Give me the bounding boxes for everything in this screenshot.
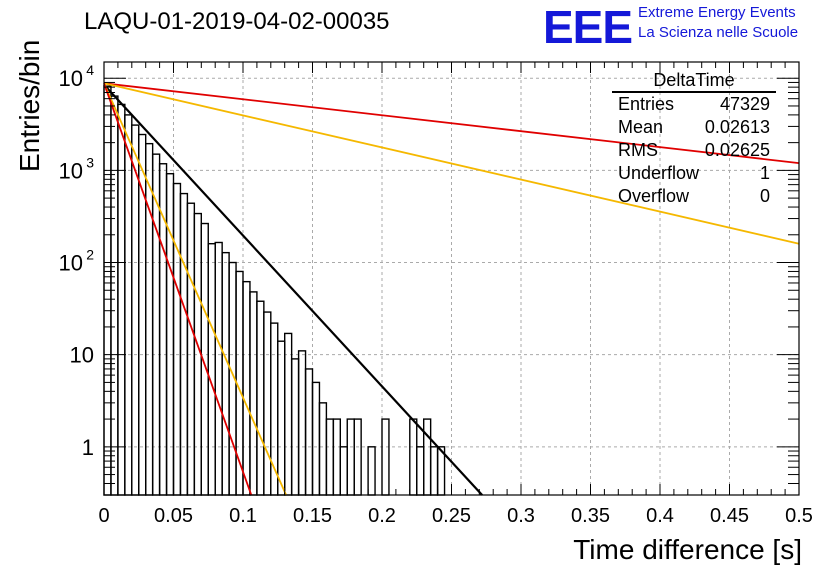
histogram-bin xyxy=(186,202,196,496)
fit-curves xyxy=(103,82,800,496)
histogram-bin xyxy=(367,446,376,496)
x-tick-label: 0.1 xyxy=(229,505,257,527)
x-tick-label: 0.45 xyxy=(710,505,749,527)
stats-label: Mean xyxy=(618,117,664,137)
stats-label: Overflow xyxy=(618,186,690,206)
stats-label: Entries xyxy=(618,94,675,114)
stats-box: DeltaTime Entries 47329 Mean 0.02613 RMS 0.… xyxy=(612,70,776,208)
histogram-bin xyxy=(297,350,307,496)
histogram-bin xyxy=(423,418,432,496)
stats-value: 1 xyxy=(759,163,770,183)
histogram-bin xyxy=(346,418,355,496)
histogram-bin xyxy=(179,192,189,496)
histogram-bin xyxy=(381,418,390,496)
stats-value: 0 xyxy=(759,186,770,206)
stats-value: 0.02613 xyxy=(704,117,770,137)
eee-logo: EEE Extreme Energy Events La Scienza nel… xyxy=(543,1,833,53)
x-tick-label: 0.2 xyxy=(368,505,396,527)
histogram-bin xyxy=(277,340,286,496)
red-curve xyxy=(103,82,253,496)
x-tick-label: 0.05 xyxy=(154,505,193,527)
histogram-bin xyxy=(416,446,425,496)
stats-value: 0.02625 xyxy=(704,140,770,160)
x-tick-label: 0.15 xyxy=(293,505,332,527)
histogram-bin xyxy=(311,381,321,496)
logo-line-2: La Scienza nelle Scuole xyxy=(638,24,799,41)
x-tick-label: 0.35 xyxy=(571,505,610,527)
histogram-bin xyxy=(110,95,119,496)
x-tick-label: 0 xyxy=(98,505,109,527)
histogram-bin xyxy=(332,418,342,496)
histogram-bars xyxy=(103,85,446,496)
histogram-bin xyxy=(304,368,314,496)
stats-label: Underflow xyxy=(618,163,700,183)
stats-value: 47329 xyxy=(719,94,770,114)
histogram-bin xyxy=(429,446,439,496)
stats-row: Overflow 0 xyxy=(612,185,776,208)
y-tick-label: 10 xyxy=(59,158,83,183)
stats-row: RMS 0.02625 xyxy=(612,139,776,162)
histogram-bin xyxy=(172,182,182,496)
histogram-bin xyxy=(124,114,133,496)
orange-curve xyxy=(103,82,287,496)
y-axis-label: Entries/bin xyxy=(14,39,45,172)
histogram-bin xyxy=(242,280,251,496)
histogram-bin xyxy=(318,402,328,496)
y-tick-label: 10 xyxy=(59,66,83,91)
stats-row: Underflow 1 xyxy=(612,162,776,185)
histogram-bin xyxy=(409,418,418,496)
histogram-bin xyxy=(117,103,126,496)
axis-tick-labels: 0 0.05 0.1 0.15 0.2 0.25 0.3 0.35 0.4 0.45 0.51101… xyxy=(59,62,813,527)
histogram-bin xyxy=(249,291,258,496)
histogram-bin xyxy=(131,124,140,496)
stats-row: Mean 0.02613 xyxy=(612,116,776,139)
chart-title: LAQU-01-2019-04-02-00035 xyxy=(84,8,390,35)
histogram-bin xyxy=(284,332,293,496)
histogram-bin xyxy=(214,241,223,496)
histogram-bin xyxy=(144,142,154,496)
orange-curve xyxy=(103,82,800,245)
histogram-bin xyxy=(207,243,216,496)
black-curve xyxy=(103,83,483,496)
red-curve xyxy=(103,82,800,164)
x-tick-label: 0.3 xyxy=(507,505,535,527)
histogram-bin xyxy=(353,418,362,496)
y-tick-label: 10 xyxy=(70,343,94,368)
histogram-bin xyxy=(256,300,265,496)
histogram-bin xyxy=(325,418,335,496)
y-tick-exponent: 3 xyxy=(86,154,94,170)
grid-lines xyxy=(104,62,799,495)
x-tick-label: 0.25 xyxy=(432,505,471,527)
y-tick-exponent: 4 xyxy=(86,62,94,78)
histogram-bin xyxy=(290,358,300,496)
histogram-bin xyxy=(339,446,348,496)
stats-row: Entries 47329 xyxy=(612,93,776,116)
x-axis-label: Time difference [s] xyxy=(573,534,802,565)
axis-ticks xyxy=(103,62,800,496)
stats-label: RMS xyxy=(618,140,658,160)
x-tick-label: 0.4 xyxy=(646,505,674,527)
y-tick-label: 1 xyxy=(82,435,94,460)
x-tick-label: 0.5 xyxy=(785,505,813,527)
y-tick-label: 10 xyxy=(59,251,83,276)
logo-line-1: Extreme Energy Events xyxy=(638,4,796,21)
y-tick-exponent: 2 xyxy=(86,247,94,263)
histogram-bin xyxy=(221,251,230,496)
stats-box-title: DeltaTime xyxy=(612,70,776,93)
eee-logo-mark: EEE xyxy=(543,1,633,53)
histogram-bin xyxy=(263,311,272,496)
